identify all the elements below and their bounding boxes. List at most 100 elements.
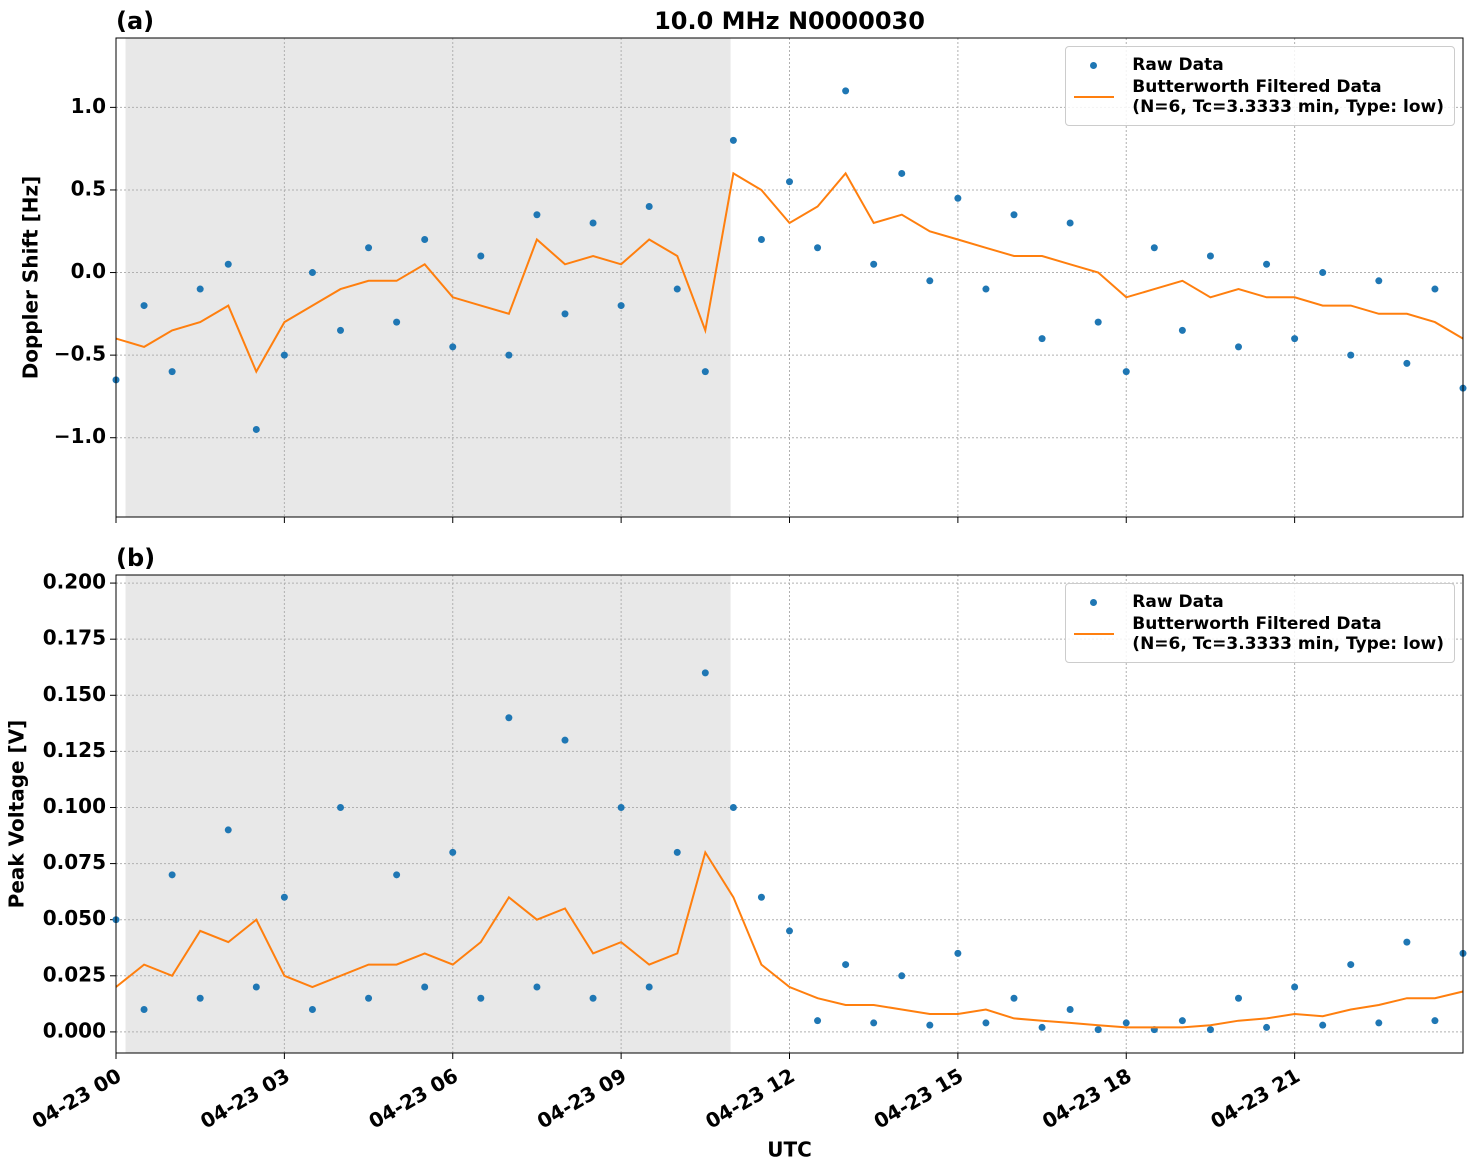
y-tick-label: 0.175 — [43, 626, 106, 650]
raw-point — [1235, 343, 1242, 351]
legend-entry: Butterworth Filtered Data (N=6, Tc=3.333… — [1074, 614, 1444, 654]
legend-key — [1074, 592, 1114, 612]
raw-point — [982, 1019, 990, 1027]
raw-point — [954, 194, 962, 202]
raw-point — [814, 244, 822, 252]
raw-point — [1010, 994, 1018, 1002]
raw-point — [673, 848, 681, 856]
raw-point — [1122, 368, 1130, 376]
raw-point — [1122, 1019, 1130, 1027]
raw-point — [561, 310, 569, 318]
raw-point — [365, 994, 373, 1002]
x-tick-label: 04-23 00 — [28, 1063, 126, 1133]
y-tick-label: −0.5 — [54, 342, 106, 366]
y-tick-label: 0.100 — [43, 794, 106, 818]
y-tick-label: 0.5 — [71, 176, 106, 200]
legend-label: Butterworth Filtered Data (N=6, Tc=3.333… — [1132, 614, 1444, 654]
raw-point — [1010, 211, 1018, 219]
raw-point — [477, 252, 485, 260]
raw-point — [842, 87, 850, 95]
raw-point — [252, 983, 260, 991]
raw-point — [308, 1005, 316, 1013]
raw-point — [617, 302, 625, 310]
raw-point — [1291, 335, 1299, 343]
shaded-region — [125, 38, 731, 517]
raw-point — [505, 351, 513, 359]
raw-point — [1431, 285, 1439, 293]
raw-point — [168, 368, 176, 376]
raw-point — [701, 368, 709, 376]
raw-point — [224, 826, 232, 834]
legend-swatch — [1090, 62, 1098, 69]
legend-swatch — [1090, 599, 1098, 606]
raw-point — [337, 803, 344, 811]
raw-point — [589, 994, 597, 1002]
raw-point — [1291, 983, 1299, 991]
legend-key — [1074, 77, 1115, 98]
raw-point — [1375, 277, 1383, 285]
raw-point — [224, 260, 232, 268]
raw-point — [280, 351, 288, 359]
raw-point — [870, 1019, 878, 1027]
legend-entry: Raw Data — [1074, 592, 1444, 612]
raw-point — [1235, 994, 1242, 1002]
x-tick-label: 04-23 03 — [196, 1063, 294, 1133]
raw-point — [1403, 938, 1411, 946]
raw-point — [1431, 1017, 1439, 1025]
raw-point — [1263, 260, 1271, 268]
raw-point — [1263, 1023, 1271, 1031]
legend-swatch — [1074, 96, 1115, 98]
y-tick-label: 0.000 — [43, 1018, 106, 1042]
raw-point — [786, 927, 793, 935]
raw-point — [421, 983, 429, 991]
raw-point — [337, 326, 344, 334]
legend: Raw Data Butterworth Filtered Data (N=6, … — [1065, 46, 1455, 126]
legend-label: Raw Data — [1132, 592, 1224, 612]
raw-point — [617, 803, 625, 811]
raw-point — [729, 803, 737, 811]
filtered-line — [115, 171, 1464, 374]
raw-point — [561, 736, 569, 744]
raw-point — [365, 244, 373, 252]
legend-swatch — [1074, 633, 1115, 635]
raw-point — [757, 236, 765, 244]
legend-key — [1074, 614, 1115, 635]
raw-point — [757, 893, 765, 901]
x-tick-label: 04-23 06 — [364, 1063, 462, 1133]
raw-point — [1038, 335, 1046, 343]
raw-point — [393, 871, 401, 879]
raw-point — [140, 1005, 148, 1013]
raw-point — [280, 893, 288, 901]
raw-point — [1347, 351, 1355, 359]
x-tick-label: 04-23 09 — [533, 1063, 631, 1133]
raw-point — [1066, 219, 1074, 227]
raw-point — [1150, 244, 1158, 252]
raw-point — [449, 848, 457, 856]
raw-point — [421, 236, 429, 244]
raw-point — [645, 983, 653, 991]
y-axis-label: Peak Voltage [V] — [5, 720, 29, 909]
raw-point — [1094, 1026, 1102, 1034]
raw-point — [196, 994, 204, 1002]
raw-point — [1178, 326, 1186, 334]
plot-frame — [115, 37, 1464, 518]
legend-entry: Butterworth Filtered Data (N=6, Tc=3.333… — [1074, 77, 1444, 117]
legend-entry: Raw Data — [1074, 55, 1444, 75]
raw-point — [1319, 1021, 1327, 1029]
y-tick-label: 0.125 — [43, 738, 106, 762]
raw-point — [449, 343, 457, 351]
raw-point — [954, 949, 962, 957]
shaded-region — [125, 575, 731, 1053]
raw-point — [589, 219, 597, 227]
raw-point — [1178, 1017, 1186, 1025]
y-tick-label: 0.0 — [71, 259, 106, 283]
raw-point — [982, 285, 990, 293]
legend: Raw Data Butterworth Filtered Data (N=6, … — [1065, 583, 1455, 663]
raw-point — [1066, 1005, 1074, 1013]
raw-point — [308, 269, 316, 277]
raw-point — [1403, 359, 1411, 367]
raw-point — [729, 136, 737, 144]
plot-frame — [115, 574, 1464, 1054]
raw-point — [926, 277, 934, 285]
